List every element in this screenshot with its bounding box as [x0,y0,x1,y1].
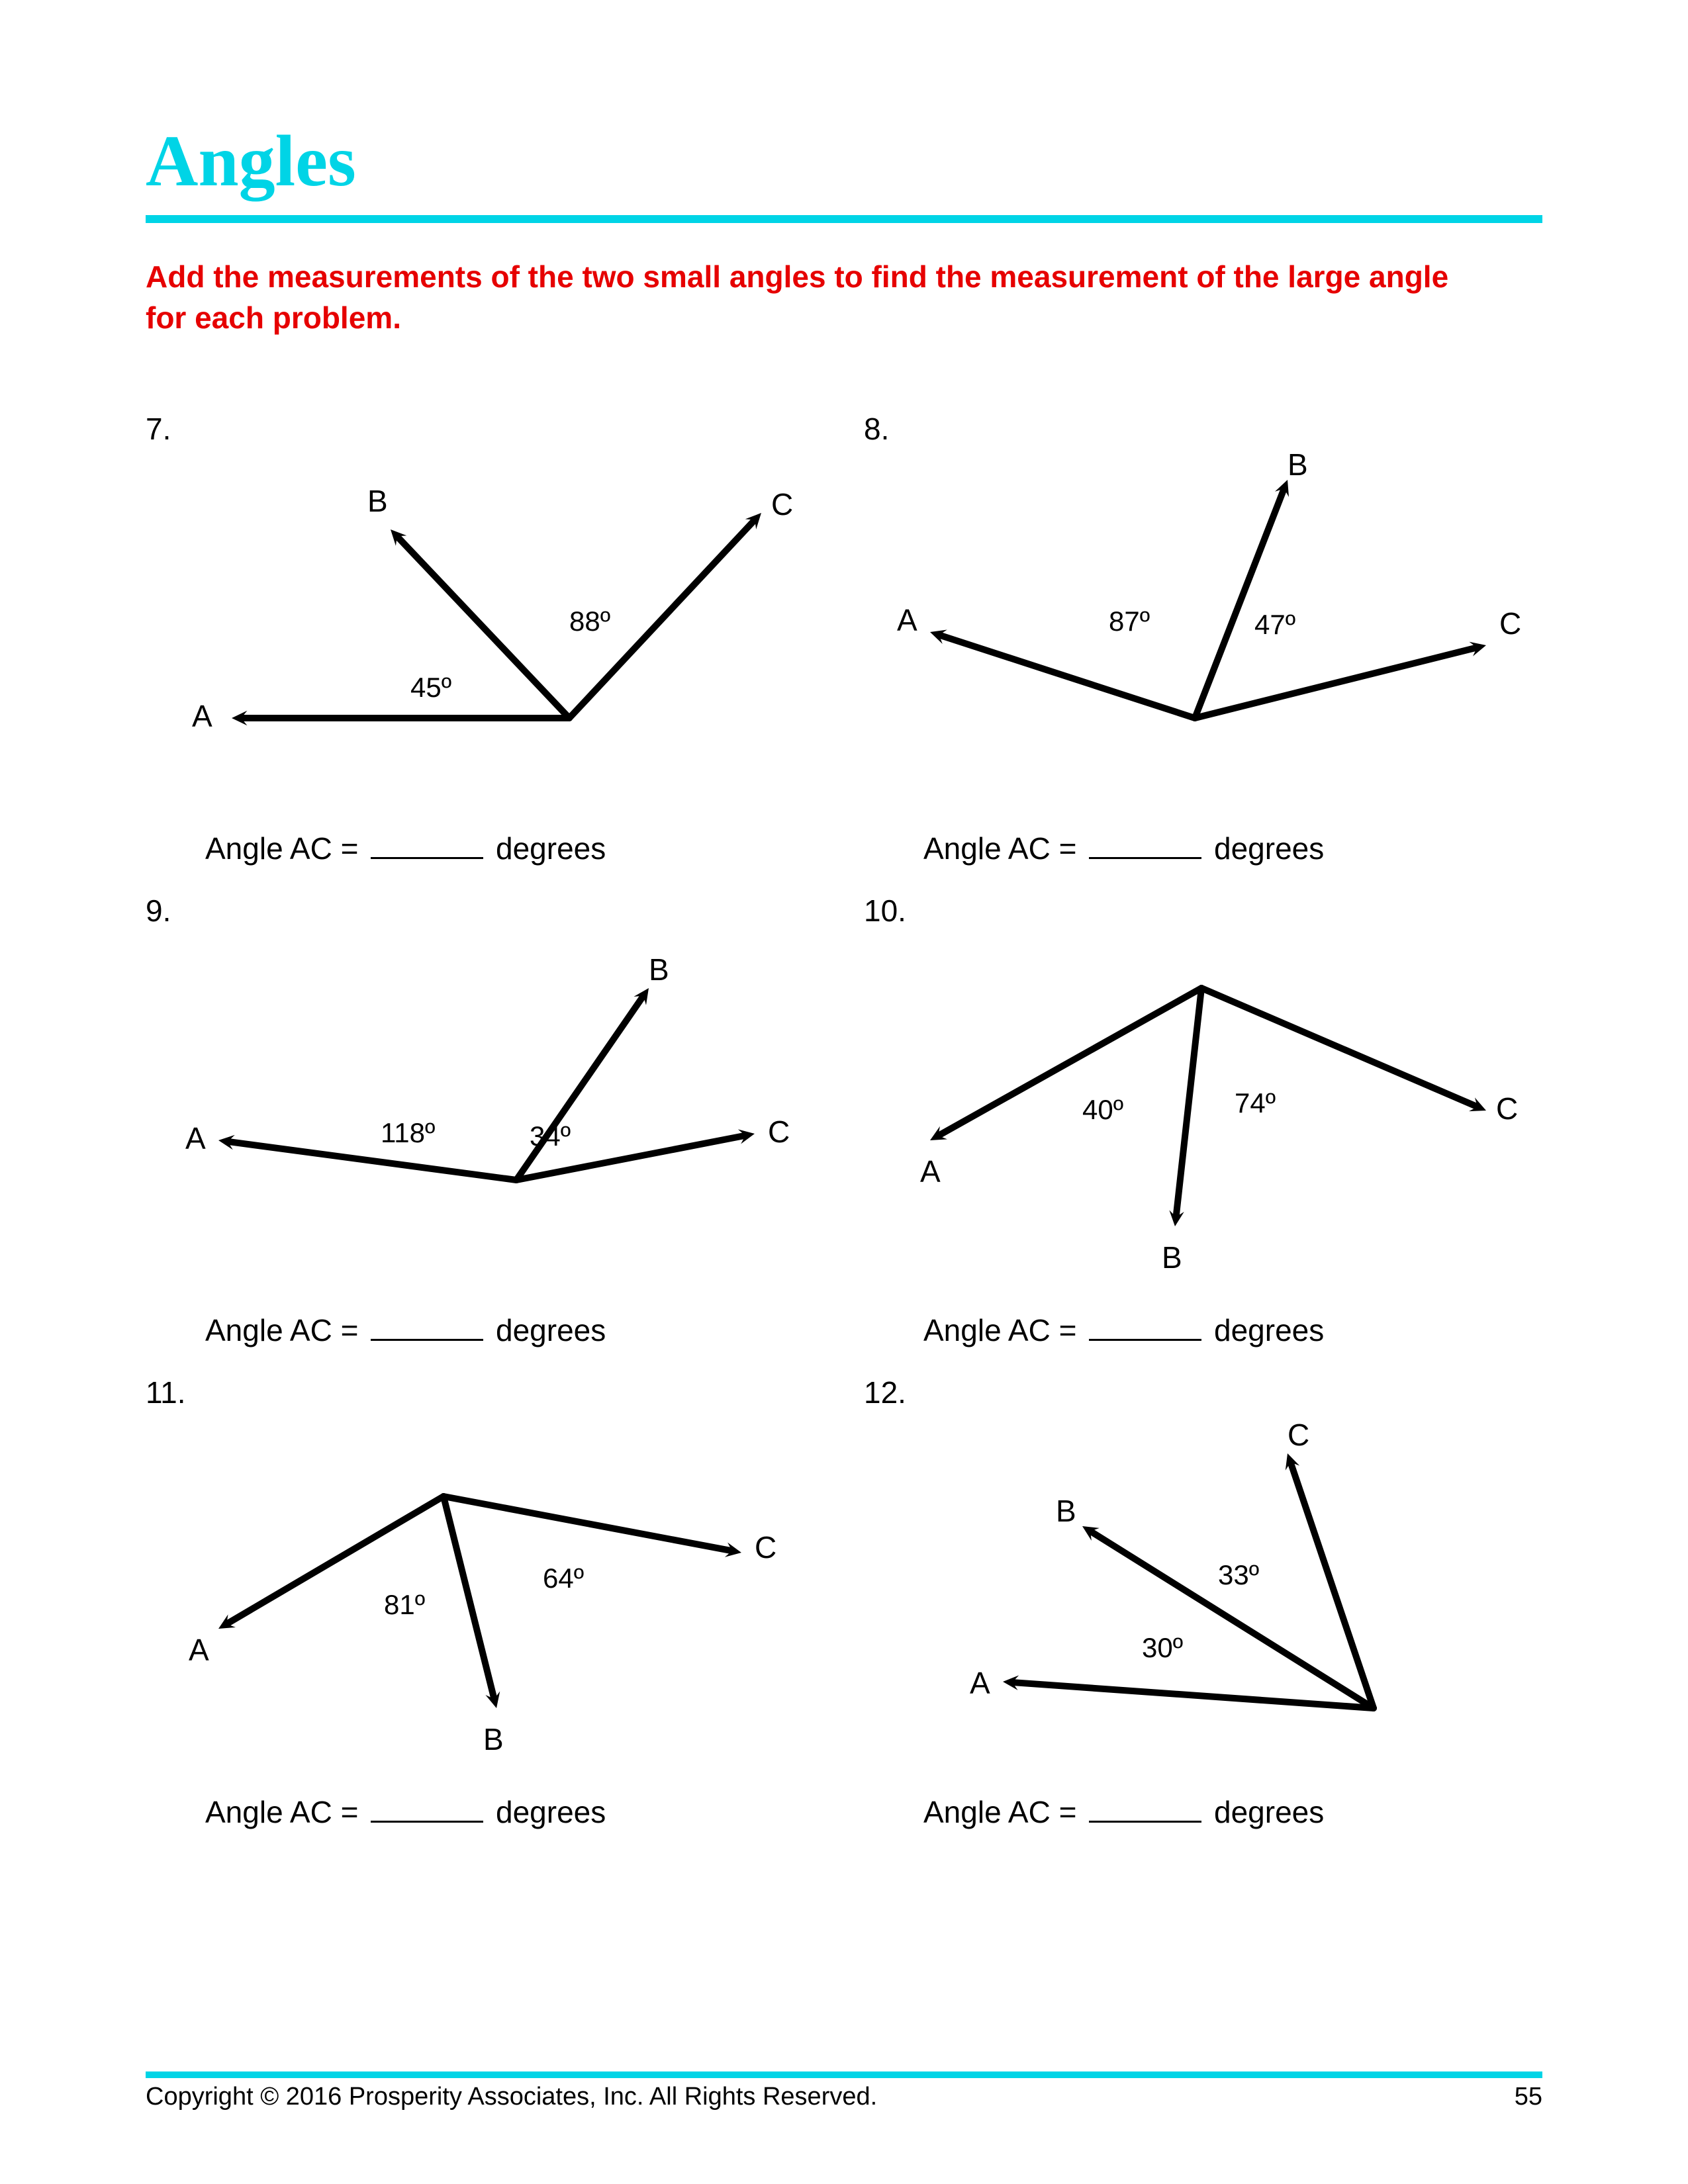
ray-line [1176,988,1201,1218]
ray-line [1195,647,1477,718]
page-title: Angles [146,119,1542,203]
rays-svg [146,1417,808,1774]
answer-prefix: Angle AC = [923,1795,1085,1829]
ray-label: C [1288,1417,1309,1453]
ray-line [444,1496,733,1551]
answer-blank[interactable] [371,1314,483,1341]
answer-blank[interactable] [1089,1314,1201,1341]
angle-measure: 81º [384,1589,425,1621]
answer-line: Angle AC = degrees [205,1794,824,1830]
ray-label: A [920,1154,941,1189]
ray-label: A [970,1665,990,1701]
problem: 12. A B C 30º 33º Angle AC = degrees [864,1375,1542,1830]
angle-diagram: ABC87º47º [864,453,1526,811]
ray-label: C [768,1114,790,1150]
angle-measure: 88º [569,606,610,637]
problem-number: 12. [864,1375,1542,1410]
ray-label: C [1499,606,1521,641]
problem: 7. A B C 45º 88º Angle AC = degrees [146,411,824,866]
rays-svg [864,1417,1526,1774]
instructions-text: Add the measurements of the two small an… [146,256,1496,338]
angle-diagram: A B C 40º 74º [864,935,1526,1293]
angle-diagram: A B C 30º 33º [864,1417,1526,1774]
answer-line: Angle AC = degrees [923,1794,1542,1830]
answer-line: Angle AC = degrees [923,831,1542,866]
problem: 9. A B C 118º 34º Angle AC = degrees [146,893,824,1348]
answer-prefix: Angle AC = [923,1313,1085,1347]
answer-line: Angle AC = degrees [923,1312,1542,1348]
angle-measure: 33º [1218,1559,1259,1591]
answer-suffix: degrees [1205,1795,1324,1829]
problem-number: 10. [864,893,1542,929]
answer-line: Angle AC = degrees [205,831,824,866]
angle-diagram: A B C 118º 34º [146,935,808,1293]
ray-label: B [367,483,388,519]
rays-svg [864,453,1526,811]
answer-suffix: degrees [487,831,606,866]
ray-line [1195,488,1284,718]
ray-line [1090,1531,1374,1708]
footer: Copyright © 2016 Prosperity Associates, … [146,2083,1542,2111]
answer-suffix: degrees [1205,1313,1324,1347]
answer-prefix: Angle AC = [205,1795,367,1829]
answer-blank[interactable] [371,832,483,859]
angle-measure: 87º [1109,606,1150,637]
answer-blank[interactable] [1089,832,1201,859]
ray-label: B [649,952,669,987]
ray-label: B [1162,1240,1182,1275]
ray-label: A [192,698,212,734]
ray-label: A [185,1120,206,1156]
ray-label: C [755,1529,776,1565]
answer-prefix: Angle AC = [205,1313,367,1347]
rays-svg [146,453,808,811]
problem-number: 7. [146,411,824,447]
ray-label: C [771,486,793,522]
ray-line [1290,1462,1374,1709]
answer-blank[interactable] [1089,1796,1201,1823]
angle-measure: 74º [1235,1087,1276,1119]
problems-grid: 7. A B C 45º 88º Angle AC = degrees 8. A B C 87º 47º… [146,411,1542,1830]
answer-line: Angle AC = degrees [205,1312,824,1348]
ray-line [516,995,644,1180]
ray-line [938,635,1195,718]
page-number: 55 [1515,2083,1542,2111]
problem: 11. A B C 81º 64º Angle AC = degrees [146,1375,824,1830]
title-rule [146,215,1542,223]
ray-label: B [483,1721,504,1757]
angle-measure: 118º [381,1117,435,1149]
rays-svg [864,935,1526,1293]
angle-measure: 47º [1254,609,1295,641]
rays-svg [146,935,808,1293]
answer-suffix: degrees [1205,831,1324,866]
angle-measure: 64º [543,1563,584,1594]
angle-diagram: A B C 81º 64º [146,1417,808,1774]
ray-label: A [897,602,917,638]
ray-label: B [1288,447,1308,482]
worksheet-page: Angles Add the measurements of the two s… [0,0,1688,2184]
ray-line [444,1496,494,1700]
problem-number: 8. [864,411,1542,447]
ray-line [227,1142,516,1180]
problem: 10. A B C 40º 74º Angle AC = degrees [864,893,1542,1348]
answer-suffix: degrees [487,1313,606,1347]
angle-measure: 34º [530,1120,571,1152]
ray-label: A [189,1632,209,1668]
angle-measure: 30º [1142,1632,1183,1664]
answer-suffix: degrees [487,1795,606,1829]
footer-rule [146,2071,1542,2078]
ray-label: B [1056,1493,1076,1529]
problem-number: 9. [146,893,824,929]
copyright-text: Copyright © 2016 Prosperity Associates, … [146,2083,877,2111]
ray-label: C [1496,1091,1518,1126]
problem-number: 11. [146,1375,824,1410]
answer-prefix: Angle AC = [923,831,1085,866]
problem: 8. A B C 87º 47º Angle AC = degrees [864,411,1542,866]
answer-blank[interactable] [371,1796,483,1823]
ray-line [937,988,1201,1136]
answer-prefix: Angle AC = [205,831,367,866]
angle-measure: 40º [1082,1094,1123,1126]
ray-line [1011,1682,1374,1708]
angle-diagram: A B C 45º 88º [146,453,808,811]
angle-measure: 45º [410,672,451,704]
